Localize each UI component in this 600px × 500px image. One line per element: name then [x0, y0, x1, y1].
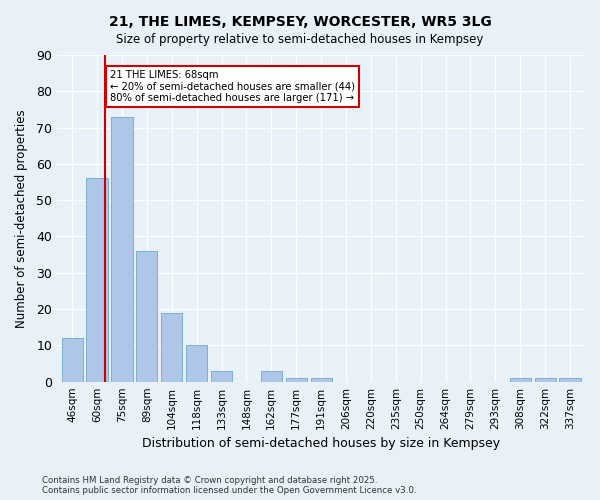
- Bar: [136, 251, 157, 382]
- Text: Contains HM Land Registry data © Crown copyright and database right 2025.
Contai: Contains HM Land Registry data © Crown c…: [42, 476, 416, 495]
- Bar: [509, 378, 531, 382]
- Text: 21 THE LIMES: 68sqm
← 20% of semi-detached houses are smaller (44)
80% of semi-d: 21 THE LIMES: 68sqm ← 20% of semi-detach…: [110, 70, 355, 102]
- Bar: [86, 178, 107, 382]
- Bar: [559, 378, 581, 382]
- Y-axis label: Number of semi-detached properties: Number of semi-detached properties: [15, 109, 28, 328]
- Bar: [261, 371, 282, 382]
- Bar: [211, 371, 232, 382]
- Bar: [112, 116, 133, 382]
- Bar: [161, 312, 182, 382]
- Bar: [186, 346, 207, 382]
- Bar: [535, 378, 556, 382]
- Bar: [62, 338, 83, 382]
- X-axis label: Distribution of semi-detached houses by size in Kempsey: Distribution of semi-detached houses by …: [142, 437, 500, 450]
- Text: Size of property relative to semi-detached houses in Kempsey: Size of property relative to semi-detach…: [116, 32, 484, 46]
- Bar: [311, 378, 332, 382]
- Text: 21, THE LIMES, KEMPSEY, WORCESTER, WR5 3LG: 21, THE LIMES, KEMPSEY, WORCESTER, WR5 3…: [109, 15, 491, 29]
- Bar: [286, 378, 307, 382]
